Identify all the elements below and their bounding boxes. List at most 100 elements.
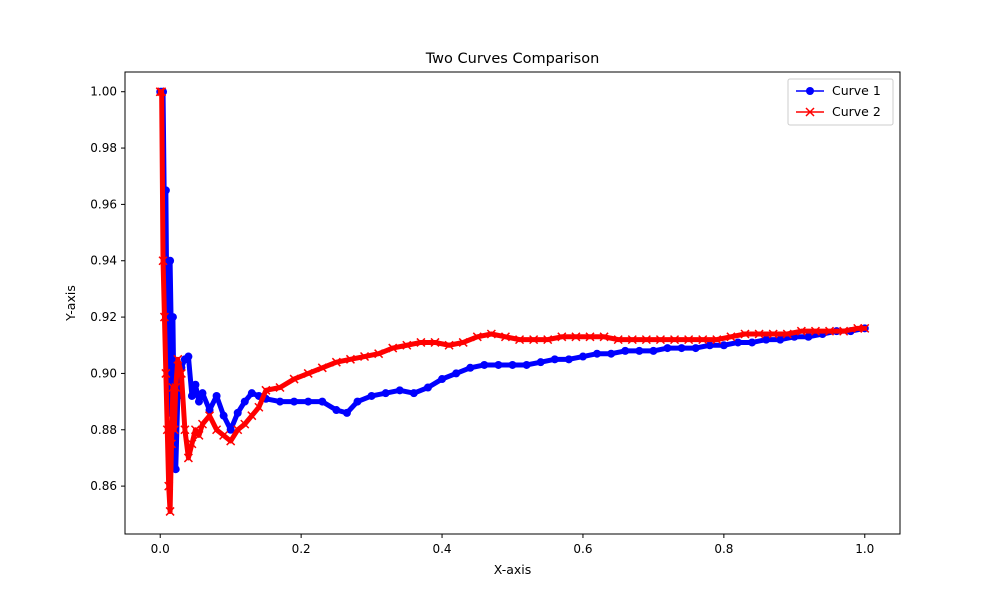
data-point [171, 465, 180, 474]
data-point [768, 329, 778, 339]
series-line-curve-2 [157, 89, 868, 514]
data-point [212, 391, 221, 400]
x-tick-label: 1.0 [855, 542, 874, 556]
data-point [290, 397, 299, 406]
data-point [444, 340, 454, 350]
data-point [157, 87, 167, 97]
data-point [486, 329, 496, 339]
y-tick-label: 0.88 [90, 423, 117, 437]
data-point [564, 355, 573, 364]
data-point [599, 332, 609, 342]
data-point [304, 397, 313, 406]
data-point [205, 411, 215, 421]
legend-label-curve-2: Curve 2 [832, 104, 881, 119]
data-point [691, 344, 700, 353]
data-point [613, 335, 623, 345]
data-point [543, 335, 553, 345]
data-point [164, 481, 174, 491]
data-point [303, 368, 313, 378]
data-point [762, 335, 771, 344]
data-point [663, 344, 672, 353]
data-point [168, 382, 178, 393]
data-point [733, 338, 742, 347]
data-point [416, 337, 426, 347]
data-point [191, 380, 200, 389]
data-point [247, 389, 256, 398]
data-point [247, 411, 257, 421]
series-line-curve-1 [157, 89, 868, 472]
legend-marker-curve-1 [806, 87, 814, 95]
data-point [183, 453, 193, 463]
data-point [825, 326, 835, 336]
x-axis-label: X-axis [494, 562, 532, 577]
data-point [158, 256, 168, 266]
chart-title: Two Curves Comparison [425, 51, 600, 67]
data-point [677, 344, 686, 353]
data-point [180, 425, 190, 435]
y-tick-label: 0.96 [90, 197, 117, 211]
data-point [423, 383, 432, 392]
data-point [529, 335, 539, 345]
legend-marker-curve-2 [805, 107, 815, 117]
data-point [705, 341, 714, 350]
data-point [466, 363, 475, 372]
data-point [472, 332, 482, 342]
axes-frame [124, 71, 901, 535]
data-point [194, 397, 203, 406]
data-point [233, 425, 243, 435]
data-point [159, 312, 169, 322]
y-tick-label: 1.00 [90, 85, 117, 99]
data-point [607, 349, 616, 358]
data-point [395, 386, 404, 395]
data-point [494, 360, 503, 369]
x-tick-label: 0.4 [432, 542, 451, 556]
data-point [515, 335, 525, 345]
data-point [670, 335, 680, 345]
data-point [402, 340, 412, 350]
data-point [452, 369, 461, 378]
series-curve-2 [155, 87, 870, 516]
data-point [719, 341, 728, 350]
x-tick-label: 0.2 [292, 542, 311, 556]
data-point [409, 389, 418, 398]
x-tick-label: 0.8 [714, 542, 733, 556]
data-point [166, 256, 175, 265]
y-tick-label: 0.86 [90, 479, 117, 493]
data-point [536, 358, 545, 367]
data-point [240, 397, 249, 406]
data-point [796, 326, 806, 336]
data-point [578, 352, 587, 361]
data-point [155, 87, 165, 97]
data-point [332, 406, 341, 415]
data-point [430, 337, 440, 347]
plot-area [155, 87, 870, 516]
data-point [438, 375, 447, 384]
data-point [655, 335, 665, 345]
data-point [782, 329, 792, 339]
data-point [318, 397, 327, 406]
data-point [166, 439, 177, 449]
data-point [240, 419, 250, 429]
data-point [176, 368, 186, 378]
data-point [233, 408, 242, 417]
data-point [161, 368, 171, 378]
y-tick-label: 0.90 [90, 366, 117, 380]
data-point [776, 335, 785, 344]
data-point [261, 385, 271, 395]
data-point [212, 425, 222, 435]
x-axis: 0.0 0.2 0.4 0.6 0.8 1.0 [151, 534, 874, 556]
data-point [593, 349, 602, 358]
data-point [342, 408, 351, 417]
data-point [480, 360, 489, 369]
data-point [367, 391, 376, 400]
y-tick-label: 0.92 [90, 310, 117, 324]
data-point [198, 389, 207, 398]
data-point [748, 338, 757, 347]
data-point [839, 326, 849, 336]
data-point [740, 329, 750, 339]
data-point [187, 391, 196, 400]
data-point [226, 425, 235, 434]
data-point [627, 335, 637, 345]
legend: Curve 1 Curve 2 [787, 78, 894, 126]
